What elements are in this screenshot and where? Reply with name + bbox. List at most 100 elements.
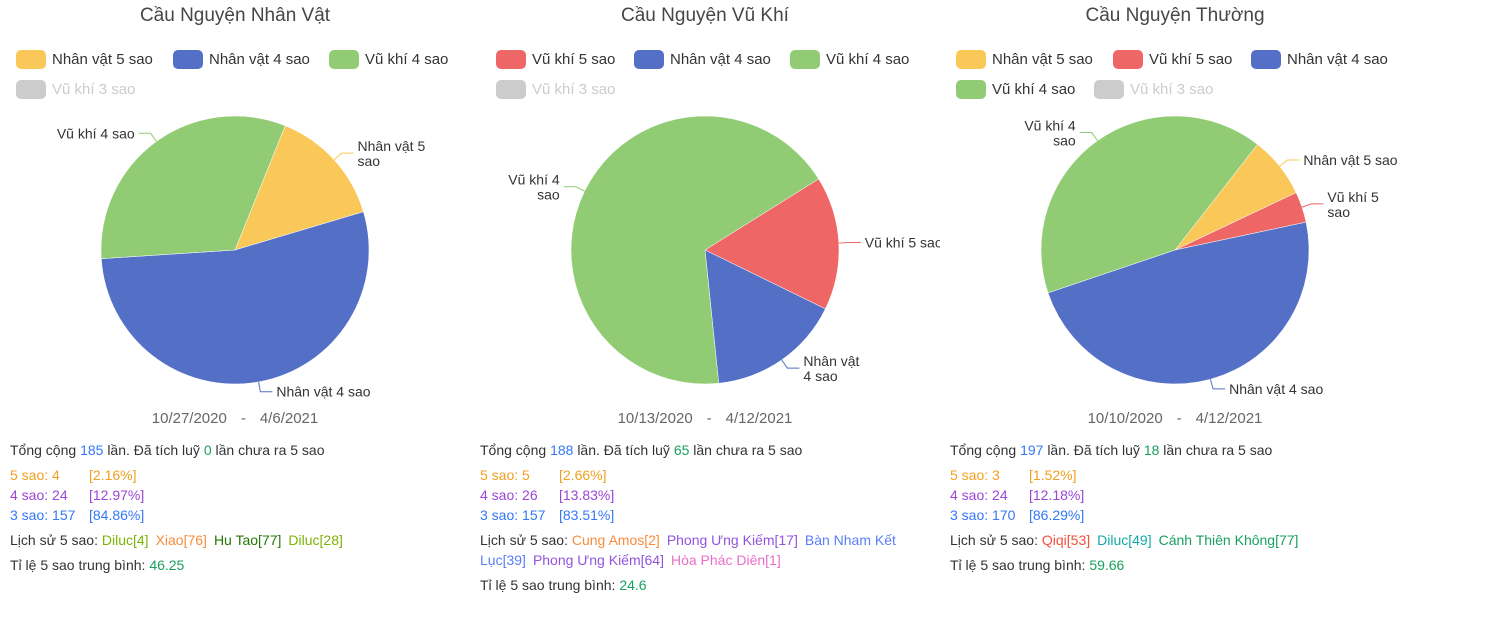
summary-suffix: lần chưa ra 5 sao	[215, 442, 325, 458]
summary-mid: lần. Đã tích luỹ	[1047, 442, 1140, 458]
rate-rows: 5 sao: 3 [1.52%] 4 sao: 24 [12.18%] 3 sao:…	[950, 465, 1405, 525]
legend-item[interactable]: Vũ khí 4 sao	[956, 78, 1075, 100]
date-from: 10/27/2020	[151, 410, 227, 427]
average-value: 59.66	[1089, 557, 1125, 573]
chart-title: Cầu Nguyện Thường	[1085, 5, 1265, 26]
rate-row-3star: 3 sao: 170 [86.29%]	[950, 505, 1405, 525]
chart-title: Cầu Nguyện Nhân Vật	[139, 5, 331, 26]
legend-item[interactable]: Nhân vật 5 sao	[16, 48, 153, 70]
legend-label: Nhân vật 5 sao	[992, 50, 1093, 68]
history-line: Lịch sử 5 sao: Cung Amos[2] Phong Ưng Kiế…	[480, 530, 935, 570]
slice-label: Nhân vật 4 sao	[1229, 381, 1323, 397]
date-separator: -	[240, 410, 246, 427]
legend-swatch	[1094, 79, 1124, 99]
legend-label: Vũ khí 4 sao	[365, 50, 449, 68]
rate-row-4star: 4 sao: 24 [12.97%]	[10, 485, 465, 505]
pie-slice[interactable]	[704, 249, 826, 384]
rate-label: 4 sao: 26	[480, 487, 538, 503]
legend-label: Nhân vật 4 sao	[209, 50, 310, 68]
legend-item[interactable]: Nhân vật 5 sao	[956, 48, 1093, 70]
pity-count: 65	[673, 442, 690, 458]
summary-line: Tổng cộng 188 lần. Đã tích luỹ 65 lần ch…	[480, 440, 935, 460]
summary-prefix: Tổng cộng	[10, 442, 77, 458]
label-line	[258, 381, 273, 393]
average-line: Tỉ lệ 5 sao trung bình: 46.25	[10, 555, 465, 575]
label-line	[1301, 203, 1324, 208]
average-line: Tỉ lệ 5 sao trung bình: 59.66	[950, 555, 1405, 575]
panel-character-wish: Cầu Nguyện Nhân Vật Nhân vật 5 sao Nhân …	[0, 0, 470, 637]
legend-item[interactable]: Vũ khí 4 sao	[790, 48, 909, 70]
history-line: Lịch sử 5 sao: Diluc[4] Xiao[76] Hu Tao[77…	[10, 530, 465, 550]
history-item: Xiao[76]	[155, 532, 207, 548]
rate-percent: [2.66%]	[559, 467, 607, 483]
date-to: 4/6/2021	[259, 410, 319, 427]
stats-block: Tổng cộng 185 lần. Đã tích luỹ 0 lần chư…	[10, 440, 465, 575]
rate-rows: 5 sao: 5 [2.66%] 4 sao: 26 [13.83%] 3 sao:…	[480, 465, 935, 525]
rate-row-5star: 5 sao: 5 [2.66%]	[480, 465, 935, 485]
summary-line: Tổng cộng 185 lần. Đã tích luỹ 0 lần chư…	[10, 440, 465, 460]
chart-title: Cầu Nguyện Vũ Khí	[621, 5, 789, 26]
rate-percent: [13.83%]	[559, 487, 615, 503]
average-label: Tỉ lệ 5 sao trung bình:	[10, 557, 146, 573]
legend-swatch	[1113, 49, 1143, 69]
history-item: Phong Ưng Kiếm[64]	[532, 552, 664, 568]
history-item: Cánh Thiên Không[77]	[1158, 532, 1299, 548]
rate-label: 5 sao: 3	[950, 467, 1000, 483]
history-label: Lịch sử 5 sao:	[480, 532, 568, 548]
average-label: Tỉ lệ 5 sao trung bình:	[950, 557, 1086, 573]
history-label: Lịch sử 5 sao:	[10, 532, 98, 548]
pie-slice[interactable]	[234, 125, 364, 251]
pie-slice[interactable]	[1040, 115, 1258, 294]
slice-label: Vũ khí 4 sao	[1024, 118, 1076, 149]
pie-slice[interactable]	[704, 178, 840, 310]
pie-slice[interactable]	[101, 211, 370, 385]
legend-swatch	[173, 49, 203, 69]
legend-item[interactable]: Vũ khí 5 sao	[496, 48, 615, 70]
history-item: Diluc[28]	[288, 532, 343, 548]
legend-item[interactable]: Vũ khí 4 sao	[329, 48, 448, 70]
rate-row-4star: 4 sao: 26 [13.83%]	[480, 485, 935, 505]
rate-row-4star: 4 sao: 24 [12.18%]	[950, 485, 1405, 505]
history-item: Hòa Phác Diên[1]	[670, 552, 781, 568]
label-line	[781, 359, 800, 369]
rate-row-3star: 3 sao: 157 [83.51%]	[480, 505, 935, 525]
rate-percent: [12.18%]	[1029, 487, 1085, 503]
rate-row-3star: 3 sao: 157 [84.86%]	[10, 505, 465, 525]
legend-swatch	[1251, 49, 1281, 69]
slice-label: Nhân vật 5 sao	[358, 138, 426, 169]
total-count: 185	[80, 442, 104, 458]
legend-label: Vũ khí 3 sao	[1130, 80, 1214, 98]
legend-swatch	[496, 79, 526, 99]
summary-prefix: Tổng cộng	[950, 442, 1017, 458]
average-value: 46.25	[149, 557, 185, 573]
legend-item[interactable]: Nhân vật 4 sao	[173, 48, 310, 70]
summary-line: Tổng cộng 197 lần. Đã tích luỹ 18 lần ch…	[950, 440, 1405, 460]
legend-item[interactable]: Vũ khí 3 sao	[1094, 78, 1213, 100]
total-count: 188	[550, 442, 574, 458]
history-label: Lịch sử 5 sao:	[950, 532, 1038, 548]
legend-label: Vũ khí 4 sao	[826, 50, 910, 68]
legend-item[interactable]: Vũ khí 5 sao	[1113, 48, 1232, 70]
rate-label: 4 sao: 24	[950, 487, 1008, 503]
legend-label: Vũ khí 5 sao	[532, 50, 616, 68]
date-range: 10/13/2020-4/12/2021	[470, 410, 940, 427]
legend-label: Nhân vật 4 sao	[1287, 50, 1388, 68]
pie-slice[interactable]	[1047, 221, 1310, 385]
history-item: Qiqi[53]	[1041, 532, 1091, 548]
slice-label: Nhân vật 4 sao	[803, 353, 859, 384]
legend-item[interactable]: Nhân vật 4 sao	[1251, 48, 1388, 70]
legend-item[interactable]: Vũ khí 3 sao	[16, 78, 135, 100]
slice-label: Vũ khí 5 sao	[865, 235, 940, 251]
history-item: Diluc[4]	[101, 532, 149, 548]
legend-item[interactable]: Vũ khí 3 sao	[496, 78, 615, 100]
legend-label: Vũ khí 3 sao	[52, 80, 136, 98]
pie-slice[interactable]	[100, 115, 286, 259]
date-separator: -	[1176, 410, 1182, 427]
rate-rows: 5 sao: 4 [2.16%] 4 sao: 24 [12.97%] 3 sao:…	[10, 465, 465, 525]
rate-label: 5 sao: 5	[480, 467, 530, 483]
panel-weapon-wish: Cầu Nguyện Vũ Khí Vũ khí 5 sao Nhân vật …	[470, 0, 940, 637]
legend-label: Vũ khí 4 sao	[992, 80, 1076, 98]
pity-count: 18	[1143, 442, 1160, 458]
legend-item[interactable]: Nhân vật 4 sao	[634, 48, 771, 70]
rate-label: 4 sao: 24	[10, 487, 68, 503]
